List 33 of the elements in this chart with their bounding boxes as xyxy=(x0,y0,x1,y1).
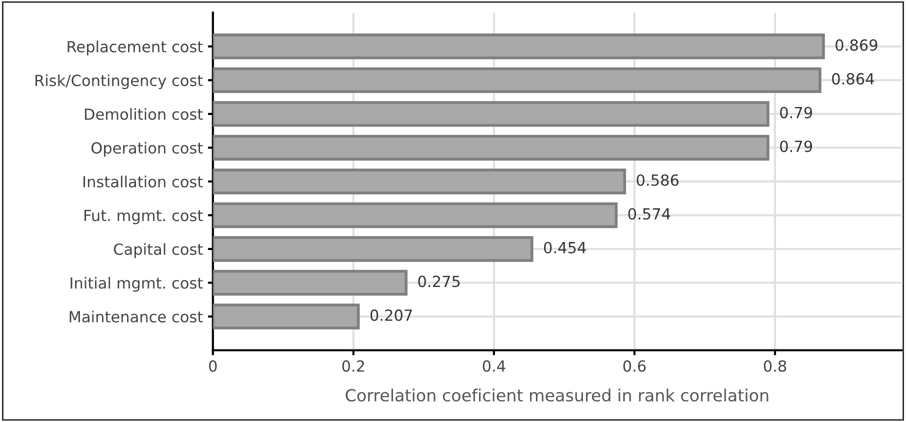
bar xyxy=(212,304,360,330)
bar xyxy=(212,270,408,296)
data-label: 0.79 xyxy=(780,106,812,118)
y-tick-label: Installation cost xyxy=(84,176,203,188)
data-label: 0.275 xyxy=(418,276,460,288)
data-label: 0.454 xyxy=(544,242,586,254)
data-label: 0.207 xyxy=(370,309,412,321)
y-tick-label: Fut. mgmt. cost xyxy=(84,210,203,224)
data-label: 0.869 xyxy=(836,39,878,51)
bar xyxy=(212,168,626,194)
x-tick-label: 0 xyxy=(209,360,217,372)
x-tick-label: 0.2 xyxy=(342,360,364,372)
x-tick-label: 0.6 xyxy=(623,360,646,372)
y-tick-label: Maintenance cost xyxy=(70,310,203,323)
data-label: 0.586 xyxy=(636,174,679,186)
bar xyxy=(212,134,770,161)
bar xyxy=(212,34,825,60)
y-tick-label: Operation cost xyxy=(91,142,203,157)
y-tick-label: Capital cost xyxy=(114,243,203,258)
bar xyxy=(212,101,770,127)
x-tick-label: 0.8 xyxy=(764,360,786,372)
y-tick-label: Demolition cost xyxy=(84,108,203,120)
data-label: 0.864 xyxy=(832,73,874,85)
bar xyxy=(212,236,534,262)
x-tick-label: 0.4 xyxy=(482,360,506,372)
y-tick-label: Replacement cost xyxy=(68,40,203,56)
x-axis-title: Correlation coeficient measured in rank correlation xyxy=(346,388,768,402)
y-tick-label: Risk/Contingency cost xyxy=(35,74,203,90)
bar xyxy=(212,202,618,228)
data-label: 0.574 xyxy=(628,208,670,220)
bar xyxy=(212,67,822,94)
y-tick-label: Initial mgmt. cost xyxy=(70,276,203,292)
data-label: 0.79 xyxy=(780,140,812,152)
